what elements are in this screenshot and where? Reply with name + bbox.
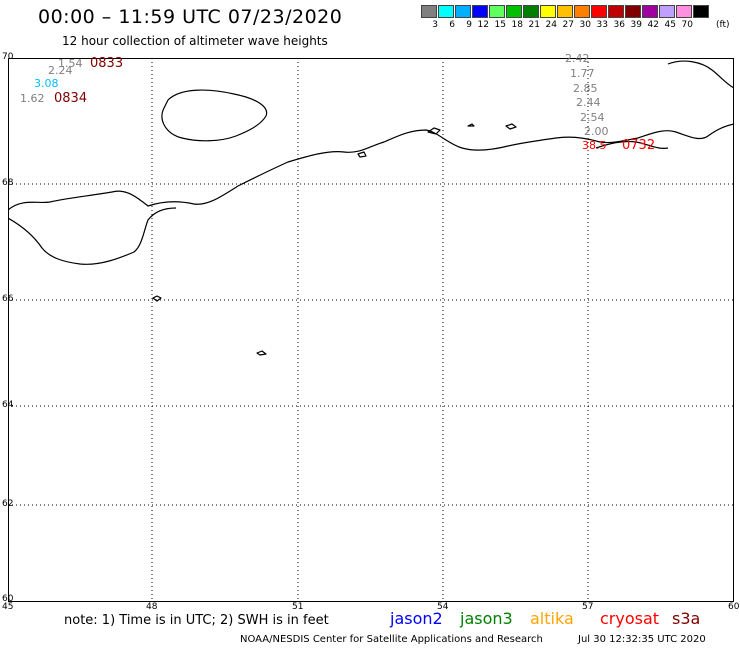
credit-line: NOAA/NESDIS Center for Satellite Applica…	[240, 634, 543, 645]
graticule	[8, 58, 734, 602]
kolguev-island	[161, 89, 268, 142]
scale-swatch	[506, 5, 522, 18]
scale-label: 30	[579, 20, 591, 30]
scale-label: 6	[449, 20, 455, 30]
scale-label: 24	[545, 20, 557, 30]
wave-height-label: 1.77	[570, 67, 595, 80]
mainland-coast-east	[8, 123, 734, 211]
scale-label: 21	[528, 20, 540, 30]
color-scale-labels: 3 6 9 12 15 18 21 24 27 30 33 36 39 42 45 70	[421, 20, 693, 30]
wave-height-label: 1.62	[20, 92, 45, 105]
small-island-5	[357, 151, 367, 158]
small-island-4	[467, 123, 475, 127]
map-frame	[8, 58, 734, 602]
lat-label: 62	[2, 499, 14, 509]
credit-timestamp: Jul 30 12:32:35 UTC 2020	[578, 634, 706, 645]
small-island-6	[427, 127, 441, 135]
page-subtitle: 12 hour collection of altimeter wave hei…	[62, 34, 328, 48]
scale-label: 15	[494, 20, 506, 30]
scale-swatch	[438, 5, 454, 18]
coastline	[8, 60, 734, 356]
scale-label: 18	[511, 20, 523, 30]
lat-label: 70	[2, 52, 14, 62]
wave-height-label: 38.5	[582, 139, 607, 152]
lon-label: 48	[146, 602, 158, 612]
small-island-1	[152, 295, 162, 302]
scale-label: 39	[630, 20, 642, 30]
scale-swatch	[676, 5, 692, 18]
footer-note: note: 1) Time is in UTC; 2) SWH is in fe…	[64, 613, 329, 628]
scale-label: 27	[562, 20, 574, 30]
legend-jason3: jason3	[460, 609, 513, 628]
scale-label: 36	[613, 20, 625, 30]
wave-height-map	[8, 58, 734, 602]
scale-swatch	[489, 5, 505, 18]
scale-label: 9	[466, 20, 472, 30]
scale-swatch	[608, 5, 624, 18]
scale-label: 42	[647, 20, 659, 30]
lat-label: 60	[2, 594, 14, 604]
scale-swatch	[523, 5, 539, 18]
wave-height-label: 0732	[622, 138, 656, 153]
page-title: 00:00 – 11:59 UTC 07/23/2020	[38, 6, 343, 28]
scale-swatch	[625, 5, 641, 18]
wave-height-label: 0834	[54, 91, 88, 106]
east-coast-north	[667, 60, 734, 89]
wave-height-label: 3.08	[34, 77, 59, 90]
scale-swatch	[421, 5, 437, 18]
scale-swatch	[642, 5, 658, 18]
wave-height-label: 2.54	[580, 111, 605, 124]
scale-label: 33	[596, 20, 608, 30]
wave-height-label: 1.54	[58, 57, 83, 70]
legend-altika: altika	[530, 609, 574, 628]
wave-height-label: 2.44	[576, 96, 601, 109]
lon-label: 60	[728, 602, 740, 612]
lat-label: 68	[2, 178, 14, 188]
small-island-3	[505, 123, 517, 130]
wave-height-label: 2.24	[48, 64, 73, 77]
scale-label: 3	[432, 20, 438, 30]
lat-label: 66	[2, 294, 14, 304]
scale-swatch	[472, 5, 488, 18]
wave-height-label: 2.00	[584, 125, 609, 138]
legend-cryosat: cryosat	[600, 609, 660, 628]
scale-label: 70	[681, 20, 693, 30]
scale-swatch	[540, 5, 556, 18]
scale-label: 12	[477, 20, 489, 30]
lat-label: 64	[2, 400, 14, 410]
lon-label: 45	[2, 602, 14, 612]
legend-jason2: jason2	[390, 609, 443, 628]
scale-swatch	[557, 5, 573, 18]
small-island-2	[256, 350, 267, 356]
scale-swatch	[574, 5, 590, 18]
wave-height-label: 2.42	[565, 52, 590, 65]
scale-swatch	[591, 5, 607, 18]
scale-swatch	[693, 5, 709, 18]
lon-label: 57	[582, 602, 594, 612]
lon-label: 51	[292, 602, 304, 612]
scale-swatch	[455, 5, 471, 18]
color-scale	[421, 5, 710, 18]
pechora-coast	[595, 140, 669, 149]
wave-height-label: 2.85	[573, 82, 598, 95]
legend-s3a: s3a	[672, 609, 701, 628]
color-scale-unit: (ft)	[716, 20, 730, 30]
scale-swatch	[659, 5, 675, 18]
mainland-coast-west	[8, 207, 177, 265]
wave-height-label: 0833	[90, 56, 124, 71]
lon-label: 54	[437, 602, 449, 612]
scale-label: 45	[664, 20, 676, 30]
color-scale-swatches	[421, 5, 710, 18]
